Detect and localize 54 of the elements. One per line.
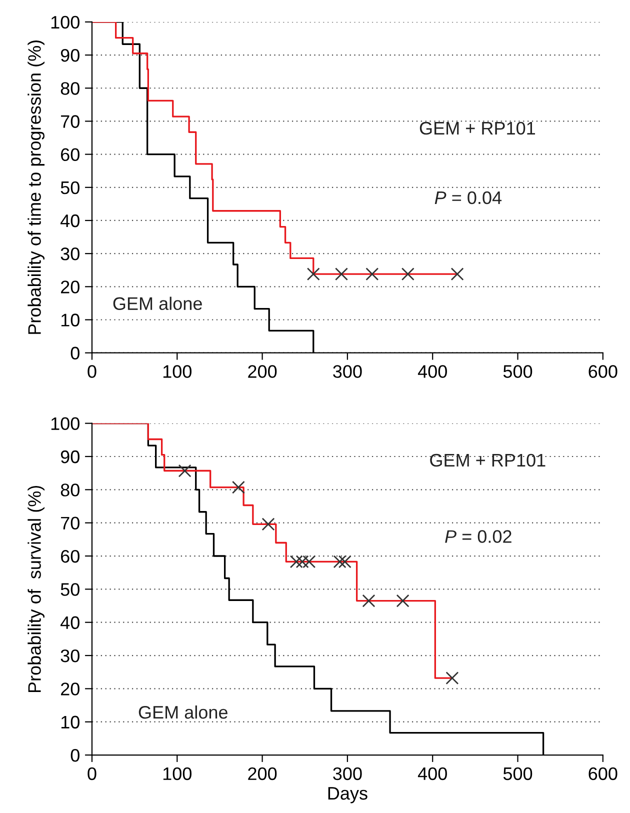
x-tick-label: 200 [248,365,277,378]
y-tick-label: 60 [61,148,80,162]
y-tick-label: 20 [61,280,80,294]
x-tick-label: 600 [588,365,618,378]
annotation: P = 0.02 [445,530,512,543]
y-tick-label: 0 [70,748,80,762]
point [262,518,275,531]
y-tick-label: 40 [60,616,80,630]
x-tick-label: 500 [503,767,532,780]
y-tick-label: 60 [61,550,80,563]
y-tick-label: 0 [70,346,80,360]
annotation: GEM alone [138,705,228,719]
x-tick-label: 400 [418,365,447,378]
point [338,555,352,568]
x-tick-label: 0 [88,767,96,780]
y-axis-title: Probability of time to progression (%) [28,40,44,334]
y-tick-label: 10 [61,716,80,729]
point [333,555,346,568]
point [396,594,410,608]
y-tick-label: 30 [60,649,80,662]
y-tick-label: 80 [60,484,80,496]
y-tick-label: 90 [60,450,80,464]
annotation: P = 0.04 [434,191,502,204]
x-tick-label: 100 [163,767,192,780]
x-tick-label: 100 [163,365,192,378]
point [362,594,376,608]
y-tick-label: 70 [61,516,80,530]
annotation: GEM + RP101 [420,122,536,135]
y-tick-label: 90 [60,48,80,62]
y-tick-label: 70 [61,115,80,128]
annotation: GEM alone [113,296,202,310]
y-tick-label: 100 [51,417,80,430]
y-tick-label: 30 [60,248,80,260]
y-tick-label: 10 [61,314,80,326]
y-tick-label: 50 [60,181,80,194]
x-tick-label: 600 [588,767,618,780]
x-axis-title: Days [328,787,368,804]
y-axis-title: Probability of survival (%) [28,486,44,692]
point [296,555,309,568]
point [178,464,192,478]
y-tick-label: 80 [60,82,80,95]
x-tick-label: 400 [418,767,447,780]
y-tick-label: 40 [60,214,80,228]
annotation: GEM + RP101 [430,454,546,467]
y-tick-label: 50 [60,583,80,596]
y-tick-label: 100 [51,16,80,29]
y-tick-label: 20 [61,682,80,696]
point [232,480,245,494]
x-tick-label: 300 [333,365,362,378]
x-tick-label: 300 [333,767,362,780]
x-tick-label: 0 [88,365,96,378]
x-tick-label: 200 [248,767,277,780]
x-tick-label: 500 [503,365,532,378]
point [446,672,459,685]
